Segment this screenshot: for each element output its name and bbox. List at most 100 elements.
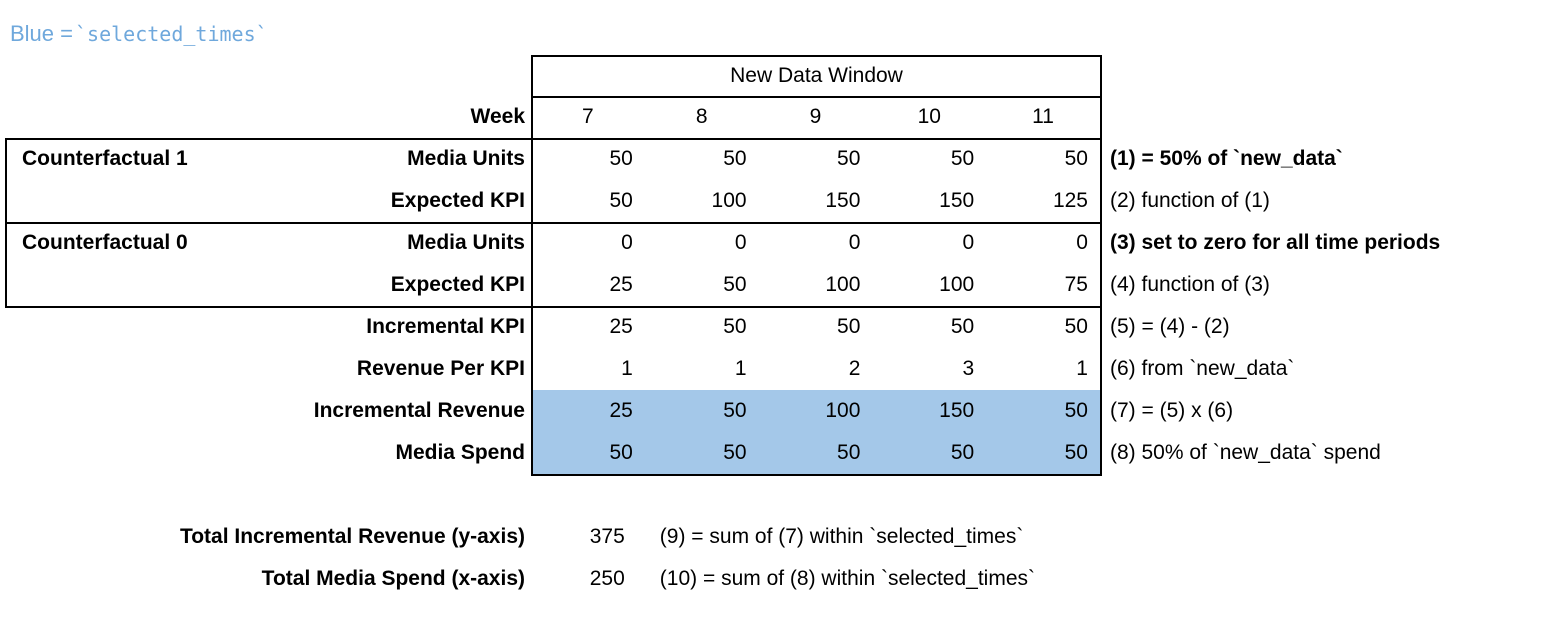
legend-note-code: `selected_times` <box>75 22 268 46</box>
total-value: 375 <box>589 525 625 548</box>
group-label <box>0 390 277 432</box>
row-annotation: (5) = (4) - (2) <box>1109 315 1230 338</box>
week-cell: 10 <box>917 105 941 128</box>
cell-value: 0 <box>734 231 747 254</box>
table-row-incremental-kpi: Incremental KPI 25 50 50 50 50 (5) = (4)… <box>0 306 1544 348</box>
cell-value: 150 <box>825 189 861 212</box>
cell-value: 0 <box>848 231 861 254</box>
row-annotation: (7) = (5) x (6) <box>1109 399 1234 422</box>
cell-value-highlighted: 50 <box>837 441 861 464</box>
border-line <box>5 306 1102 308</box>
week-cell: 7 <box>582 105 594 128</box>
cell-value: 50 <box>723 147 747 170</box>
selected-times-highlight <box>533 390 1100 474</box>
border-line <box>531 474 1102 476</box>
row-label: Media Units <box>407 231 525 254</box>
total-label: Total Incremental Revenue (y-axis) <box>179 525 525 548</box>
cell-value-highlighted: 50 <box>1064 441 1088 464</box>
week-cell: 11 <box>1032 105 1054 128</box>
cell-value: 50 <box>837 147 861 170</box>
total-annotation: (9) = sum of (7) within `selected_times` <box>659 525 1024 548</box>
cell-value: 3 <box>962 357 975 380</box>
total-label: Total Media Spend (x-axis) <box>261 567 525 590</box>
table-row-media-spend: Media Spend 50 50 50 50 50 (8) 50% of `n… <box>0 432 1544 474</box>
cell-value: 0 <box>1076 231 1088 254</box>
cell-value-highlighted: 50 <box>723 441 747 464</box>
border-line <box>5 138 7 308</box>
cell-value: 1 <box>734 357 747 380</box>
cell-value: 50 <box>1064 315 1088 338</box>
cell-value: 50 <box>723 315 747 338</box>
total-annotation: (10) = sum of (8) within `selected_times… <box>659 567 1036 590</box>
legend-note-prefix: Blue = <box>10 21 73 46</box>
cell-value: 50 <box>950 315 975 338</box>
table-row-revenue-per-kpi: Revenue Per KPI 1 1 2 3 1 (6) from `new_… <box>0 348 1544 390</box>
cell-value-highlighted: 100 <box>825 399 861 422</box>
cell-value: 50 <box>723 273 747 296</box>
total-incremental-revenue-row: Total Incremental Revenue (y-axis) 375 (… <box>0 516 1544 558</box>
cell-value: 50 <box>950 147 975 170</box>
row-label: Media Spend <box>395 441 525 464</box>
border-line <box>5 222 1102 224</box>
cell-value: 50 <box>609 189 633 212</box>
row-annotation: (3) set to zero for all time periods <box>1109 231 1441 254</box>
row-label: Incremental KPI <box>366 315 525 338</box>
week-row: Week 7 8 9 10 11 <box>0 96 1544 138</box>
cell-value: 50 <box>1064 147 1088 170</box>
week-cell: 8 <box>695 105 708 128</box>
cell-value: 125 <box>1052 189 1088 212</box>
cell-value-highlighted: 25 <box>609 399 633 422</box>
cell-value-highlighted: 50 <box>950 441 975 464</box>
group-label <box>0 306 277 348</box>
row-label: Expected KPI <box>390 273 525 296</box>
cell-value: 1 <box>621 357 633 380</box>
border-line <box>531 55 533 476</box>
table-row-cf0-expected-kpi: Expected KPI 25 50 100 100 75 (4) functi… <box>0 264 1544 306</box>
cell-value-highlighted: 50 <box>723 399 747 422</box>
cell-value: 2 <box>848 357 861 380</box>
group-label <box>0 180 277 222</box>
cell-value: 75 <box>1064 273 1088 296</box>
row-label: Revenue Per KPI <box>356 357 525 380</box>
legend-note: Blue = `selected_times` <box>10 20 268 48</box>
spacer <box>0 96 277 138</box>
group-label: Counterfactual 0 <box>22 231 188 254</box>
table-header-new-data-window: New Data Window <box>730 64 903 87</box>
cell-value: 0 <box>962 231 975 254</box>
row-label: Expected KPI <box>390 189 525 212</box>
cell-value: 50 <box>837 315 861 338</box>
cell-value-highlighted: 150 <box>939 399 975 422</box>
cell-value: 50 <box>609 147 633 170</box>
total-value: 250 <box>589 567 625 590</box>
row-annotation: (6) from `new_data` <box>1109 357 1295 380</box>
row-annotation: (4) function of (3) <box>1109 273 1270 296</box>
cell-value: 100 <box>939 273 975 296</box>
cell-value: 100 <box>825 273 861 296</box>
border-line <box>531 96 1102 98</box>
week-label: Week <box>470 105 525 128</box>
border-line <box>1100 55 1102 476</box>
cell-value: 25 <box>609 273 633 296</box>
border-line <box>531 55 1102 57</box>
row-label: Incremental Revenue <box>313 399 525 422</box>
row-annotation: (8) 50% of `new_data` spend <box>1109 441 1381 464</box>
row-annotation: (1) = 50% of `new_data` <box>1109 147 1343 170</box>
cell-value: 100 <box>711 189 747 212</box>
table-row-incremental-revenue: Incremental Revenue 25 50 100 150 50 (7)… <box>0 390 1544 432</box>
group-label <box>0 432 277 474</box>
table-row-cf1-expected-kpi: Expected KPI 50 100 150 150 125 (2) func… <box>0 180 1544 222</box>
cell-value: 0 <box>621 231 633 254</box>
row-label: Media Units <box>407 147 525 170</box>
total-media-spend-row: Total Media Spend (x-axis) 250 (10) = su… <box>0 558 1544 600</box>
cell-value-highlighted: 50 <box>1064 399 1088 422</box>
row-annotation: (2) function of (1) <box>1109 189 1270 212</box>
group-label <box>0 348 277 390</box>
cell-value: 150 <box>939 189 975 212</box>
cell-value: 25 <box>609 315 633 338</box>
cell-value: 1 <box>1076 357 1088 380</box>
table-row-cf1-media-units: Counterfactual 1 Media Units 50 50 50 50… <box>0 138 1544 180</box>
cell-value-highlighted: 50 <box>609 441 633 464</box>
group-label: Counterfactual 1 <box>22 147 188 170</box>
table-row-cf0-media-units: Counterfactual 0 Media Units 0 0 0 0 0 (… <box>0 222 1544 264</box>
week-cell: 9 <box>809 105 822 128</box>
